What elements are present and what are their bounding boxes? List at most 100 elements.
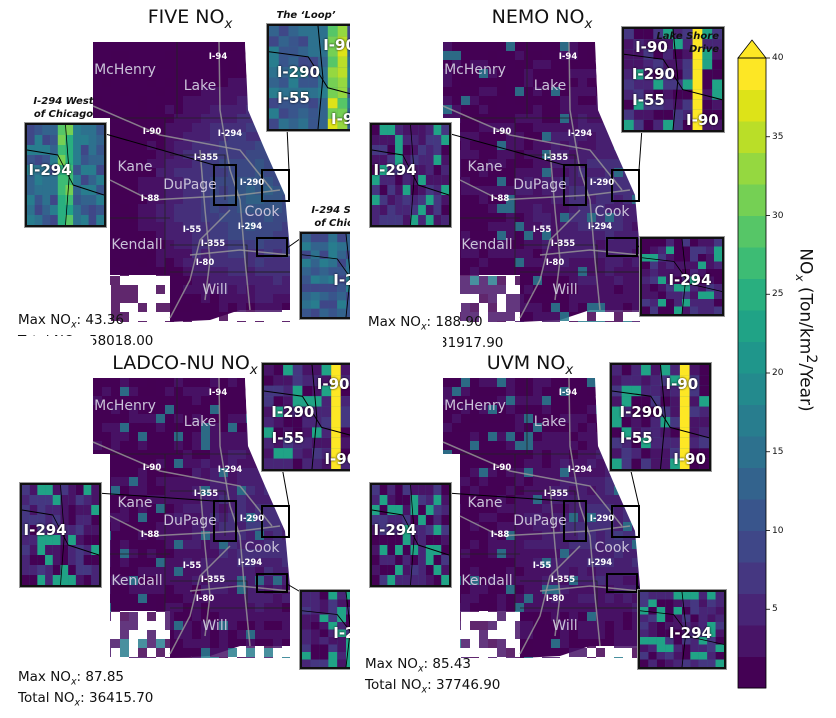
inset-cell	[37, 505, 46, 515]
emission-cell	[551, 159, 560, 168]
emission-cell	[165, 60, 174, 69]
inset-cell	[692, 49, 703, 60]
inset-cell	[650, 276, 658, 284]
emission-cell	[452, 105, 461, 114]
inset-cell	[621, 385, 632, 397]
emission-cell	[515, 159, 524, 168]
emission-cell	[255, 477, 264, 486]
emission-cell	[210, 267, 219, 276]
emission-cell	[524, 159, 533, 168]
inset-cell	[650, 291, 658, 299]
emission-cell	[569, 51, 578, 60]
inset-cell	[264, 375, 274, 386]
inset-cell	[666, 239, 674, 247]
emission-cell	[596, 294, 605, 303]
emission-cell	[569, 204, 578, 213]
emission-cell	[219, 414, 228, 423]
emission-cell	[506, 486, 515, 495]
emission-cell	[129, 114, 138, 123]
inset-cell	[648, 614, 657, 622]
inset-cell	[650, 261, 658, 269]
inset-cell	[387, 485, 396, 495]
inset-cell	[698, 269, 706, 277]
highway-label: I-90	[142, 127, 162, 137]
inset-cell	[402, 185, 411, 195]
inset-cell	[641, 406, 651, 417]
emission-cell	[165, 159, 174, 168]
emission-cell	[515, 540, 524, 549]
emission-cell	[551, 267, 560, 276]
emission-cell	[632, 267, 641, 276]
emission-cell	[273, 177, 282, 186]
emission-cell	[165, 240, 174, 249]
inset-cell	[660, 437, 671, 449]
inset-cell	[433, 125, 442, 135]
emission-cell	[524, 51, 533, 60]
emission-cell	[479, 276, 488, 285]
inset-cell	[302, 629, 311, 637]
inset-cell	[387, 135, 396, 145]
emission-cell	[183, 258, 192, 267]
emission-cell	[587, 630, 596, 639]
inset-cell	[387, 535, 396, 545]
emission-cell	[515, 630, 524, 639]
inset-cell	[690, 246, 698, 254]
inset-cell	[621, 406, 632, 417]
emission-cell	[479, 285, 488, 294]
inset-cell	[292, 427, 303, 438]
inset-cell	[27, 155, 35, 165]
emission-cell	[174, 495, 183, 504]
emission-cell	[587, 639, 596, 648]
emission-cell	[237, 114, 246, 123]
emission-cell	[461, 585, 470, 594]
inset-cell	[698, 284, 706, 292]
emission-cell	[479, 432, 488, 441]
emission-cell	[165, 513, 174, 522]
inset-caption: I-294 South	[311, 205, 377, 216]
inset-cell	[425, 575, 434, 585]
emission-cell	[219, 159, 228, 168]
emission-cell	[560, 468, 569, 477]
inset-cell	[328, 629, 338, 637]
emission-cell	[515, 186, 524, 195]
colorbar-label-text: NO	[795, 248, 816, 275]
emission-cell	[497, 132, 506, 141]
highway-label: I-80	[545, 594, 565, 604]
emission-cell	[201, 222, 210, 231]
inset-cell	[682, 284, 690, 292]
inset-cell	[418, 195, 426, 205]
inset-cell	[29, 575, 38, 585]
emission-cell	[479, 585, 488, 594]
inset-cell	[45, 485, 53, 495]
emission-cell	[632, 639, 641, 648]
emission-cell	[210, 213, 219, 222]
inset-cell	[692, 89, 703, 100]
emission-cell	[129, 549, 138, 558]
emission-cell	[219, 303, 228, 312]
inset-cell	[34, 215, 43, 225]
emission-cell	[255, 504, 264, 513]
inset-cell	[269, 98, 279, 109]
emission-cell	[542, 405, 551, 414]
inset-cell	[666, 254, 674, 262]
emission-cell	[596, 522, 605, 531]
emission-cell	[219, 531, 228, 540]
emission-cell	[614, 558, 623, 567]
emission-cell	[228, 114, 237, 123]
emission-cell	[228, 603, 237, 612]
emission-cell	[228, 69, 237, 78]
inset-cell	[379, 205, 388, 215]
highway-label: I-355	[200, 575, 226, 585]
inset-cell	[308, 77, 318, 88]
emission-cell	[614, 504, 623, 513]
emission-cell	[560, 414, 569, 423]
emission-cell	[111, 303, 120, 312]
emission-cell	[623, 276, 632, 285]
inset-cell	[699, 448, 709, 459]
emission-cell	[479, 87, 488, 96]
emission-cell	[551, 477, 560, 486]
emission-cell	[596, 540, 605, 549]
emission-cell	[210, 276, 219, 285]
emission-cell	[210, 594, 219, 603]
emission-cell	[497, 648, 506, 657]
